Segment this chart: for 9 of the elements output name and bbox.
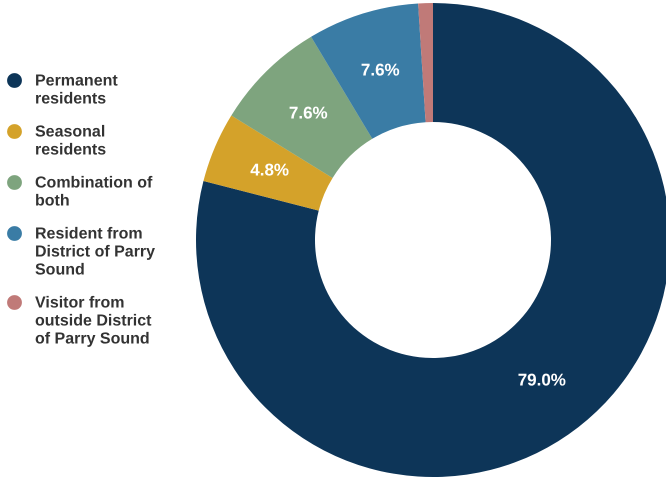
data-label: 7.6% bbox=[360, 60, 400, 80]
legend-label: Resident from District of Parry Sound bbox=[35, 226, 156, 278]
data-label: 79.0% bbox=[518, 370, 566, 390]
legend-label: Visitor from outside District of Parry Sound bbox=[35, 294, 152, 348]
legend-label: Combination of both bbox=[35, 174, 153, 210]
data-label: 7.6% bbox=[288, 104, 328, 123]
legend-label: Seasonal residents bbox=[35, 124, 106, 158]
legend-label: Permanent residents bbox=[35, 72, 118, 108]
data-label: 4.8% bbox=[250, 160, 290, 180]
